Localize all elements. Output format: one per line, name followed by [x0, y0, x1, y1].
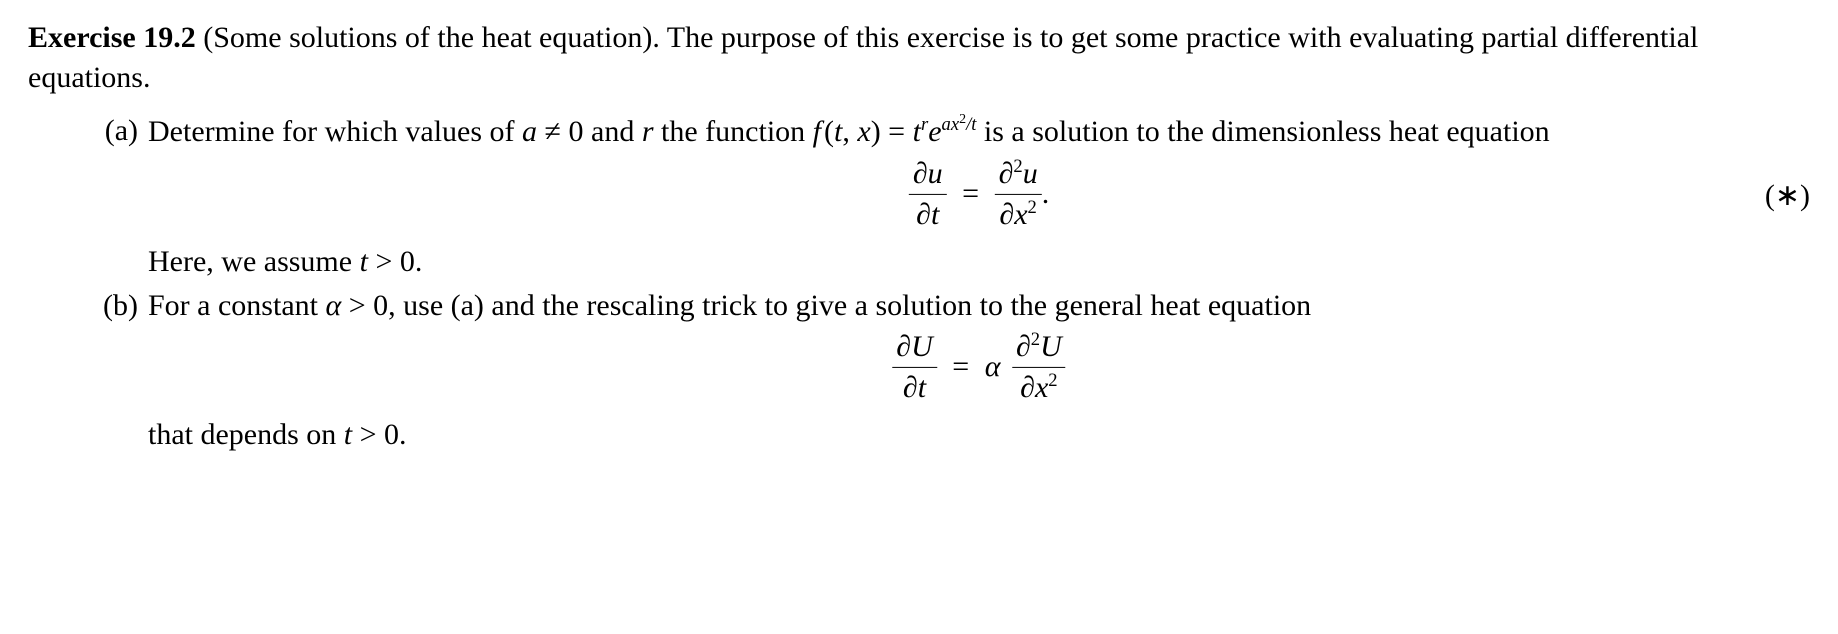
partial-icon: ∂	[913, 157, 928, 190]
sup-2: 2	[1048, 370, 1057, 391]
equals-sign: =	[944, 350, 977, 383]
exp-x: x	[951, 114, 959, 135]
item-a-post: is a solution to the dimensionless heat …	[976, 115, 1549, 148]
partial-icon: ∂	[1020, 371, 1035, 404]
exercise-page: Exercise 19.2 (Some solutions of the hea…	[0, 0, 1838, 483]
sup-2: 2	[1013, 156, 1022, 177]
partial-icon: ∂	[1016, 330, 1031, 363]
item-b-mid: , use (a) and the rescaling trick to giv…	[388, 289, 1311, 322]
equation-general-center: ∂U ∂t = α ∂2U ∂x2	[892, 329, 1065, 409]
lhs-frac: ∂u ∂t	[909, 154, 947, 234]
eq-period: .	[1042, 177, 1050, 210]
post-pre: that depends on	[148, 418, 344, 451]
item-a-text: Determine for which values of a ≠ 0 and …	[148, 111, 1810, 152]
item-a: (a) Determine for which values of a ≠ 0 …	[92, 111, 1810, 281]
partial-icon: ∂	[903, 371, 918, 404]
var-a: a	[522, 115, 537, 148]
assume-pre: Here, we assume	[148, 245, 360, 278]
equation-general-heat: ∂U ∂t = α ∂2U ∂x2	[148, 333, 1810, 405]
gt-zero: > 0.	[352, 418, 406, 451]
func-args: (t, x) = treax2/t	[821, 115, 976, 148]
item-a-pre: Determine for which values of	[148, 115, 522, 148]
item-b-label: (b)	[92, 286, 148, 455]
var-t: t	[360, 245, 368, 278]
partial-icon: ∂	[999, 157, 1014, 190]
rhs-frac: ∂2U ∂x2	[1012, 327, 1066, 407]
var-x: x	[1035, 371, 1048, 404]
gt-zero: > 0.	[368, 245, 422, 278]
rhs-frac: ∂2u ∂x2	[995, 154, 1042, 234]
var-e: e	[928, 115, 941, 148]
partial-icon: ∂	[896, 330, 911, 363]
func-f: f	[813, 115, 821, 148]
item-a-assume: Here, we assume t > 0.	[148, 242, 1810, 282]
item-a-mid: the function	[654, 115, 813, 148]
var-t: t	[344, 418, 352, 451]
partial-icon: ∂	[999, 197, 1014, 230]
exp-ax2t: ax2/t	[942, 114, 977, 135]
equation-star: ∂u ∂t = ∂2u ∂x2 . (∗)	[148, 160, 1810, 232]
neq-zero: ≠ 0	[537, 115, 583, 148]
exercise-title: (Some solutions of the heat equation).	[196, 21, 660, 54]
var-u: u	[1023, 157, 1038, 190]
sup-2: 2	[1028, 196, 1037, 217]
item-a-body: Determine for which values of a ≠ 0 and …	[148, 111, 1810, 281]
var-t: t	[931, 197, 939, 230]
var-r: r	[642, 115, 654, 148]
item-b-pre: For a constant	[148, 289, 325, 322]
exercise-label: Exercise 19.2	[28, 21, 196, 54]
equation-tag-star: (∗)	[1765, 176, 1810, 216]
sup-r: r	[921, 114, 928, 135]
var-x: x	[1014, 197, 1027, 230]
var-U: U	[911, 330, 933, 363]
equals-sign: =	[954, 177, 987, 210]
exercise-intro: Exercise 19.2 (Some solutions of the hea…	[28, 18, 1810, 97]
item-b-body: For a constant α > 0, use (a) and the re…	[148, 286, 1810, 455]
exercise-items: (a) Determine for which values of a ≠ 0 …	[92, 111, 1810, 455]
item-b: (b) For a constant α > 0, use (a) and th…	[92, 286, 1810, 455]
var-alpha: α	[325, 289, 341, 322]
sup-2: 2	[1031, 329, 1040, 350]
var-t: t	[918, 371, 926, 404]
lhs-frac: ∂U ∂t	[892, 327, 937, 407]
equation-star-center: ∂u ∂t = ∂2u ∂x2 .	[909, 156, 1049, 236]
var-u: u	[928, 157, 943, 190]
partial-icon: ∂	[916, 197, 931, 230]
item-b-text: For a constant α > 0, use (a) and the re…	[148, 286, 1810, 326]
var-U: U	[1040, 330, 1062, 363]
item-a-label: (a)	[92, 111, 148, 281]
gt-zero: > 0	[341, 289, 388, 322]
exp-slash-t: /t	[966, 114, 976, 135]
item-a-and: and	[584, 115, 642, 148]
item-b-post: that depends on t > 0.	[148, 415, 1810, 455]
var-alpha: α	[985, 350, 1001, 383]
exp-a: a	[942, 114, 951, 135]
